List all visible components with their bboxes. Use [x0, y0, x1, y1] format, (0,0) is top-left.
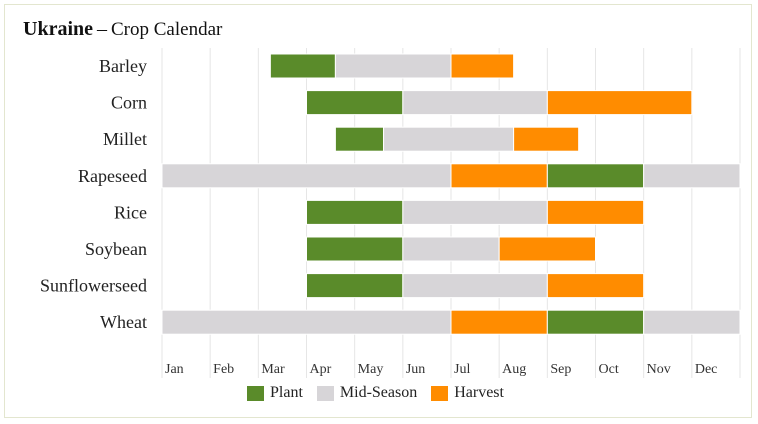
bar-harvest	[513, 126, 580, 152]
crop-label: Corn	[111, 93, 147, 113]
x-tick-label: Dec	[695, 362, 718, 377]
x-tick-label: Jul	[454, 362, 470, 377]
x-tick-label: May	[358, 362, 384, 377]
x-tick-label: Sep	[550, 362, 571, 377]
bar-plant	[306, 236, 404, 262]
title-separator: –	[97, 18, 107, 40]
bar-mid-season	[383, 126, 515, 152]
bar-harvest	[450, 163, 548, 189]
x-tick-label: Jan	[165, 362, 184, 377]
bar-plant	[306, 273, 404, 299]
legend-item-mid-season: Mid-Season	[316, 384, 418, 402]
bar-plant	[334, 126, 385, 152]
title-subtitle: Crop Calendar	[111, 19, 223, 40]
chart-legend: Plant Mid-Season Harvest	[247, 384, 518, 402]
legend-label-harvest: Harvest	[454, 384, 504, 401]
bar-harvest	[546, 90, 693, 116]
legend-label-mid-season: Mid-Season	[339, 384, 418, 401]
bar-mid-season	[402, 90, 548, 116]
bar-harvest	[546, 199, 645, 225]
bar-mid-season	[334, 53, 452, 79]
crop-label: Rice	[114, 202, 147, 222]
x-tick-label: Oct	[599, 362, 619, 377]
bar-mid-season	[643, 163, 741, 189]
bar-plant	[306, 199, 404, 225]
bar-plant	[546, 163, 645, 189]
bar-mid-season	[161, 163, 452, 189]
bar-harvest	[546, 273, 645, 299]
bar-mid-season	[161, 309, 452, 335]
legend-label-plant: Plant	[270, 384, 303, 401]
crop-label: Wheat	[100, 312, 147, 332]
bar-mid-season	[402, 236, 500, 262]
x-tick-label: Aug	[502, 362, 526, 377]
title-country: Ukraine	[23, 18, 93, 40]
crop-label: Soybean	[85, 239, 147, 259]
legend-item-harvest: Harvest	[431, 384, 504, 402]
x-tick-label: Mar	[261, 362, 285, 377]
legend-swatch-plant	[247, 385, 264, 401]
legend-swatch-mid-season	[316, 385, 334, 401]
x-tick-label: Nov	[647, 362, 671, 377]
bar-harvest	[498, 236, 596, 262]
bar-harvest	[450, 309, 548, 335]
bar-plant	[269, 53, 336, 79]
x-tick-label: Feb	[213, 362, 234, 377]
bar-mid-season	[643, 309, 741, 335]
crop-label: Barley	[99, 56, 147, 76]
bar-plant	[546, 309, 645, 335]
bar-plant	[306, 90, 404, 116]
bar-mid-season	[402, 199, 548, 225]
crop-label: Sunflowerseed	[40, 276, 147, 296]
crop-label: Rapeseed	[78, 166, 147, 186]
legend-swatch-harvest	[431, 385, 449, 401]
bar-harvest	[450, 53, 515, 79]
bar-mid-season	[402, 273, 548, 299]
crop-label: Millet	[103, 129, 147, 149]
x-tick-label: Apr	[310, 362, 332, 377]
chart-title: Ukraine – Crop Calendar	[23, 18, 222, 41]
legend-item-plant: Plant	[247, 384, 303, 402]
x-tick-label: Jun	[406, 362, 425, 377]
